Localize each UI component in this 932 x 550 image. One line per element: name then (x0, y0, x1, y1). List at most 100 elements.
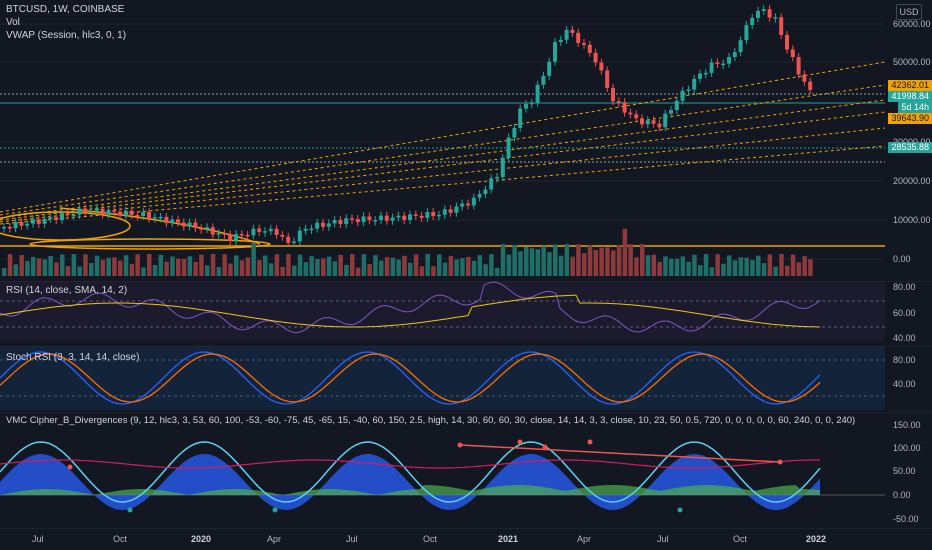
volume-bar (216, 267, 222, 276)
volume-bar (541, 246, 546, 276)
price-axis-label: 60000.00 (893, 19, 931, 29)
candle (158, 216, 163, 219)
candle (129, 210, 134, 215)
volume-bar (582, 253, 587, 276)
vwap-legend[interactable]: VWAP (Session, hlc3, 0, 1) (6, 30, 127, 41)
rsi-axis-label: 60.00 (893, 308, 916, 318)
volume-bar (263, 255, 268, 276)
volume-bar (471, 260, 477, 276)
volume-bar (118, 260, 123, 276)
volume-bar (123, 255, 129, 276)
vol-legend[interactable]: Vol (6, 17, 20, 28)
volume-bar (558, 255, 564, 276)
candle (25, 223, 30, 226)
volume-bar (355, 267, 361, 276)
volume-bar (396, 259, 401, 276)
time-axis[interactable]: Jul Oct 2020 Apr Jul Oct 2021 Apr Jul Oc… (0, 528, 932, 550)
candle (216, 233, 221, 235)
volume-bar (645, 255, 651, 276)
candle (576, 32, 581, 43)
volume-bar (286, 254, 291, 276)
volume-bar (60, 254, 65, 276)
candle (605, 70, 610, 88)
candle (94, 208, 99, 211)
volume-bar (506, 254, 512, 276)
candle (31, 219, 35, 224)
candle (36, 219, 41, 224)
volume-bar (205, 265, 210, 276)
candle (77, 208, 82, 215)
vmc-cipher-pane[interactable]: 150.00 100.00 50.00 0.00 -50.00 (0, 412, 932, 527)
candle (402, 215, 407, 220)
volume-bar (199, 254, 204, 276)
volume-bar (698, 265, 703, 276)
volume-bar (89, 262, 94, 276)
candle (245, 234, 250, 237)
candle (419, 215, 424, 218)
candle (384, 215, 389, 221)
volume-bar (796, 262, 802, 276)
wave-trend-1 (0, 441, 821, 503)
currency-button[interactable]: USD (896, 4, 922, 20)
volume-bar (106, 257, 111, 276)
volume-bar (13, 264, 19, 276)
candle (587, 44, 592, 53)
volume-bar (83, 254, 88, 276)
volume-bar (402, 255, 407, 276)
volume-bar (129, 263, 135, 276)
stoch-axis-label: 40.00 (893, 379, 916, 389)
candle (268, 228, 273, 232)
candle (89, 210, 93, 213)
candle (303, 228, 308, 231)
volume-bar (54, 262, 59, 276)
candle (60, 213, 64, 221)
candle (297, 230, 302, 242)
volume-bar (164, 261, 169, 276)
volume-bar (187, 256, 193, 276)
candle (326, 223, 331, 227)
candle (756, 10, 760, 18)
candle (500, 157, 505, 177)
candle (408, 214, 412, 220)
vmc-legend[interactable]: VMC Cipher_B_Divergences (9, 12, hlc3, 3… (6, 415, 856, 426)
rsi-legend[interactable]: RSI (14, close, SMA, 14, 2) (6, 285, 128, 296)
stoch-legend[interactable]: Stoch RSI (3, 3, 14, 14, close) (6, 352, 140, 363)
symbol-legend[interactable]: BTCUSD, 1W, COINBASE (6, 4, 125, 15)
volume-bar (674, 258, 680, 276)
fib-fan-lines[interactable] (0, 61, 886, 225)
volume-bar (158, 254, 164, 276)
candle (727, 57, 731, 64)
candle (495, 176, 499, 179)
time-axis-label: Oct (113, 534, 128, 544)
candles (2, 5, 813, 248)
candle (524, 103, 528, 109)
candle (593, 52, 598, 63)
candle (651, 120, 656, 124)
candle (332, 220, 337, 224)
volume-bar (390, 257, 396, 276)
volume-bar (251, 242, 256, 276)
rsi-pane[interactable]: 80.00 60.00 40.00 (0, 281, 932, 341)
candle (425, 212, 430, 218)
candle (54, 217, 59, 221)
volume-bar (553, 244, 558, 276)
volume-bar (686, 261, 691, 276)
vmc-axis-label: 50.00 (893, 466, 916, 476)
candle (541, 75, 546, 85)
candle (251, 228, 256, 236)
volume-bar (222, 254, 227, 276)
volume-bar (576, 244, 581, 276)
volume-bar (802, 256, 807, 276)
price-chart[interactable]: 60000.00 50000.00 30000.00 20000.00 1000… (0, 0, 932, 280)
volume-bar (529, 248, 535, 276)
stoch-rsi-pane[interactable]: 80.00 40.00 (0, 346, 932, 410)
candle (48, 217, 53, 219)
signal-dot (542, 444, 548, 450)
volume-bar (616, 245, 622, 276)
time-axis-label: Apr (577, 534, 591, 544)
candle (83, 208, 88, 213)
volume-bar (761, 263, 767, 276)
candle (599, 62, 604, 71)
candle (19, 222, 24, 226)
time-axis-label: 2022 (806, 534, 826, 544)
